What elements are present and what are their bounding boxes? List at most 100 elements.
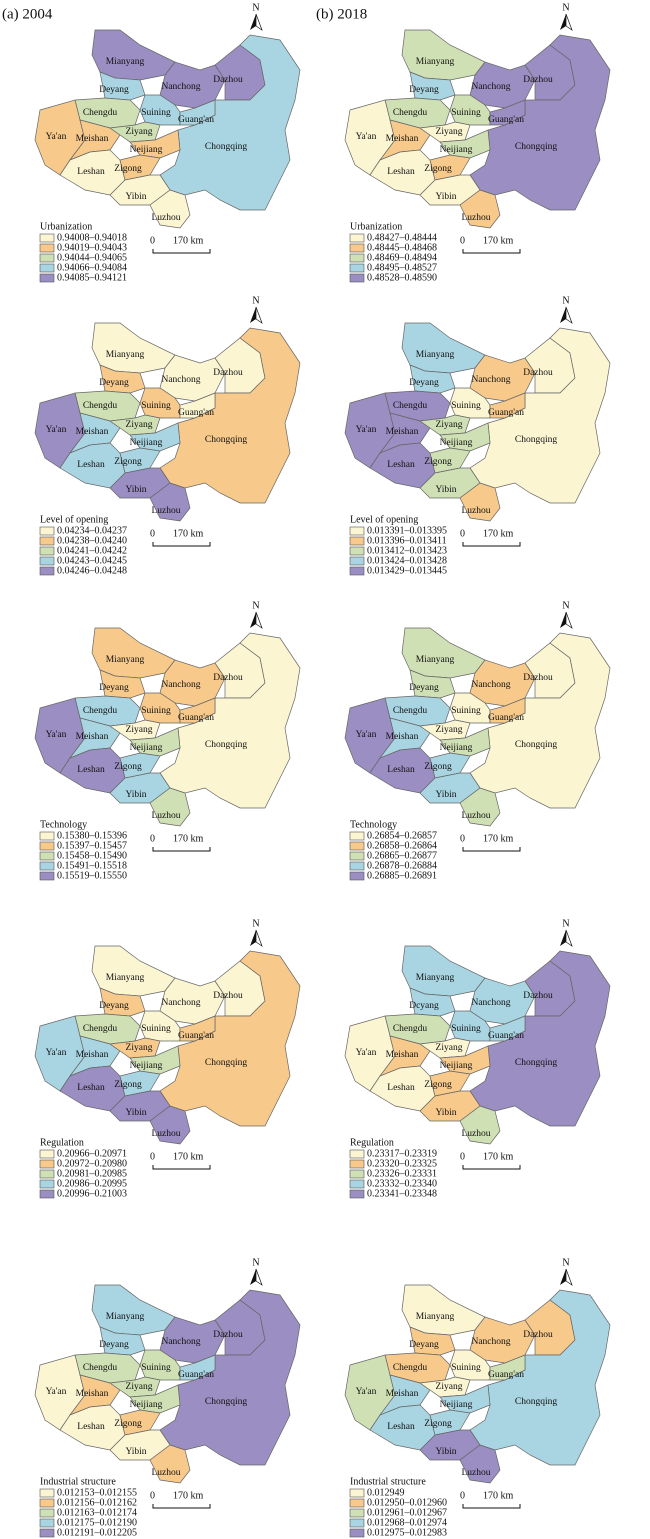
region	[429, 1409, 471, 1436]
region	[149, 1105, 191, 1145]
legend-swatch	[39, 1518, 55, 1528]
legend-swatch	[349, 1169, 365, 1179]
legend-label: 0.04238–0.04240	[57, 535, 127, 546]
legend-swatch	[39, 536, 55, 546]
city-label: Leshan	[387, 1422, 415, 1432]
legend-swatch	[349, 1498, 365, 1508]
region	[429, 1070, 471, 1097]
scale-zero: 0	[460, 235, 465, 246]
city-label: Chongqing	[205, 1397, 247, 1407]
legend-title: Industrial structure	[350, 1476, 426, 1487]
city-label: Dazhou	[213, 368, 243, 378]
region	[109, 1090, 171, 1122]
city-label: Neijiang	[440, 145, 473, 155]
region	[179, 1015, 216, 1042]
city-label: Meishan	[76, 427, 109, 437]
city-label: Neijiang	[130, 145, 163, 155]
legend-label: 0.94044–0.94065	[57, 252, 127, 263]
city-label: Guang'an	[488, 115, 524, 125]
legend-label: 0.04243–0.04245	[57, 555, 127, 566]
map-panel: Mianyang Nanchong Dazhou Chongqing Deyang Che…	[34, 2, 301, 283]
city-label: Neijiang	[440, 743, 473, 753]
city-label: Mianyang	[416, 973, 455, 983]
city-label: Ya'an	[46, 730, 67, 740]
legend-swatch	[349, 1189, 365, 1199]
map-panel: Mianyang Nanchong Dazhou Chongqing Deyang Che…	[344, 600, 611, 881]
legend-label: 0.013391–0.013395	[367, 525, 447, 536]
scale-bar	[152, 249, 211, 254]
region	[109, 174, 171, 206]
legend-swatch	[39, 526, 55, 536]
city-label: Ziyang	[436, 1043, 463, 1053]
region	[459, 482, 501, 522]
scale-label: 170 km	[173, 1490, 204, 1501]
scale-label: 170 km	[483, 833, 514, 844]
legend-swatch	[349, 831, 365, 841]
region	[429, 447, 471, 474]
city-label: Suining	[141, 1363, 171, 1373]
legend-swatch	[39, 556, 55, 566]
city-label: Guang'an	[178, 713, 214, 723]
north-label: N	[252, 918, 259, 929]
legend-label: 0.26858–0.26864	[367, 840, 437, 851]
city-label: Nanchong	[161, 1337, 200, 1347]
region	[109, 772, 171, 804]
legend-label: 0.15491–0.15518	[57, 860, 127, 871]
city-label: Nanchong	[161, 998, 200, 1008]
city-label: Dazhou	[523, 673, 553, 683]
legend-label: 0.013424–0.013428	[367, 555, 447, 566]
legend-swatch	[349, 861, 365, 871]
city-label: Suining	[451, 1363, 481, 1373]
scale-zero: 0	[150, 833, 155, 844]
city-label: Neijiang	[130, 743, 163, 753]
city-label: Chengdu	[83, 108, 118, 118]
north-label: N	[562, 295, 569, 306]
city-label: Guang'an	[488, 1031, 524, 1041]
region	[419, 174, 481, 206]
region	[109, 719, 161, 741]
legend-swatch	[39, 831, 55, 841]
city-label: Ya'an	[46, 425, 67, 435]
north-arrow	[250, 930, 256, 946]
city-label: Chengdu	[83, 706, 118, 716]
region	[119, 154, 161, 181]
city-label: Ziyang	[436, 725, 463, 735]
north-arrow	[255, 1268, 263, 1286]
city-label: Suining	[141, 108, 171, 118]
legend-label: 0.23341–0.23348	[367, 1188, 437, 1199]
north-arrow	[250, 14, 256, 30]
region	[149, 1444, 191, 1484]
city-label: Dazhou	[523, 991, 553, 1001]
city-label: Luzhou	[151, 213, 180, 223]
region	[179, 1354, 216, 1381]
city-label: Dazhou	[213, 75, 243, 85]
legend-label: 0.26854–0.26857	[367, 830, 437, 841]
legend-swatch	[39, 1189, 55, 1199]
legend-label: 0.23326–0.23331	[367, 1168, 437, 1179]
city-label: Neijiang	[130, 1061, 163, 1071]
region	[149, 482, 191, 522]
legend-swatch	[349, 526, 365, 536]
legend-label: 0.15397–0.15457	[57, 840, 127, 851]
region	[489, 697, 526, 724]
legend-swatch	[349, 1528, 365, 1538]
region	[401, 322, 486, 374]
city-label: Suining	[141, 401, 171, 411]
city-label: Suining	[451, 1024, 481, 1034]
legend-swatch	[349, 566, 365, 576]
city-label: Ya'an	[46, 1387, 67, 1397]
legend-swatch	[349, 263, 365, 273]
legend-label: 0.012175–0.012190	[57, 1517, 137, 1528]
legend-label: 0.48445–0.48468	[367, 242, 437, 253]
region	[419, 1037, 471, 1059]
region	[91, 322, 176, 374]
city-label: Chengdu	[393, 706, 428, 716]
city-label: Meishan	[386, 134, 419, 144]
city-label: Ziyang	[126, 1043, 153, 1053]
city-label: Ziyang	[126, 725, 153, 735]
region	[109, 467, 171, 499]
city-label: Chengdu	[83, 401, 118, 411]
city-label: Neijiang	[440, 438, 473, 448]
city-label: Deyang	[99, 378, 129, 388]
